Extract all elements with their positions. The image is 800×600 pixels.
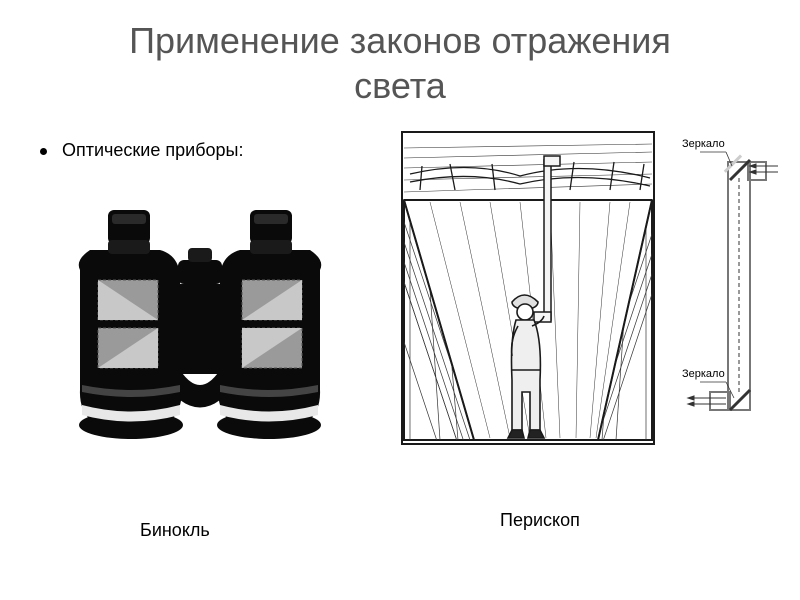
mirror-diagram <box>680 130 780 450</box>
title-line-1: Применение законов отражения <box>129 20 671 61</box>
page-title: Применение законов отражения света <box>0 0 800 108</box>
binoculars-figure <box>60 200 340 460</box>
caption-binoculars: Бинокль <box>140 520 210 541</box>
binoculars-svg <box>60 200 340 460</box>
sky-hatch <box>404 144 652 192</box>
binoc-bridge <box>178 260 222 284</box>
binoc-left-barrel <box>79 210 183 439</box>
caption-periscope: Перископ <box>500 510 580 531</box>
periscope-figure <box>400 130 670 450</box>
rays-bottom <box>688 396 726 406</box>
title-line-2: света <box>354 65 446 106</box>
subtitle: Оптические приборы: <box>62 140 243 161</box>
barbed-wire <box>410 162 650 190</box>
periscope-svg <box>400 130 670 450</box>
mirror-svg <box>680 130 780 450</box>
binoc-right-barrel <box>217 210 321 439</box>
mirror-label-top: Зеркало <box>682 138 725 150</box>
mirror-label-bottom: Зеркало <box>682 368 725 380</box>
rays-top <box>750 164 778 174</box>
bullet-icon <box>40 148 47 155</box>
